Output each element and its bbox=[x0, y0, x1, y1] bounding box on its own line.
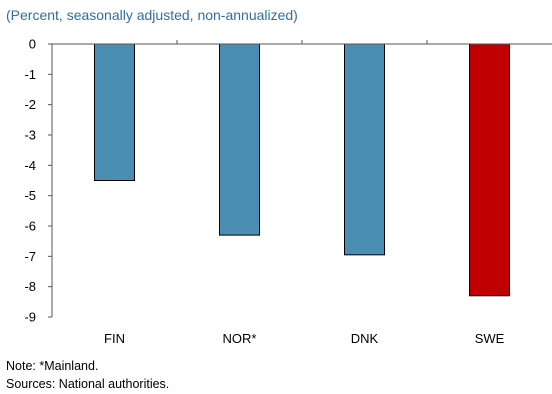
y-tick-label: -1 bbox=[24, 67, 36, 82]
y-tick-label: 0 bbox=[29, 37, 36, 52]
bar-dnk bbox=[344, 43, 385, 256]
x-tick-label: SWE bbox=[475, 331, 505, 346]
axes-group bbox=[48, 40, 552, 318]
y-tick-label: -7 bbox=[24, 249, 36, 264]
x-tick-label: DNK bbox=[351, 331, 379, 346]
y-tick-label: -4 bbox=[24, 158, 36, 173]
chart-note: Note: *Mainland. bbox=[6, 359, 99, 373]
y-tick-label: -8 bbox=[24, 279, 36, 294]
chart-sources: Sources: National authorities. bbox=[6, 377, 170, 391]
y-tick-label: -3 bbox=[24, 128, 36, 143]
labels-group: 0 -1 -2 -3 -4 -5 -6 -7 -8 -9 FIN NOR* DNK SWE bbox=[24, 37, 504, 347]
y-tick-label: -5 bbox=[24, 188, 36, 203]
bar-nor bbox=[219, 43, 260, 236]
bar-fin bbox=[94, 43, 135, 181]
x-tick-label: NOR* bbox=[223, 331, 257, 346]
y-tick-label: -9 bbox=[24, 310, 36, 325]
y-tick-label: -2 bbox=[24, 97, 36, 112]
bars-group bbox=[94, 43, 510, 297]
bar-swe bbox=[469, 43, 510, 297]
x-tick-label: FIN bbox=[104, 331, 125, 346]
y-tick-label: -6 bbox=[24, 219, 36, 234]
chart-subtitle: (Percent, seasonally adjusted, non-annua… bbox=[6, 7, 298, 23]
